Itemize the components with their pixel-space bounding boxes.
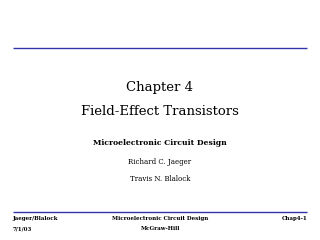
Text: Microelectronic Circuit Design: Microelectronic Circuit Design xyxy=(93,139,227,147)
Text: Richard C. Jaeger: Richard C. Jaeger xyxy=(128,158,192,166)
Text: Travis N. Blalock: Travis N. Blalock xyxy=(130,175,190,183)
Text: Chapter 4: Chapter 4 xyxy=(126,81,194,94)
Text: 7/1/03: 7/1/03 xyxy=(13,226,32,231)
Text: McGraw-Hill: McGraw-Hill xyxy=(140,226,180,231)
Text: Chap4-1: Chap4-1 xyxy=(282,216,307,222)
Text: Jaeger/Blalock: Jaeger/Blalock xyxy=(13,216,58,222)
Text: Field-Effect Transistors: Field-Effect Transistors xyxy=(81,105,239,118)
Text: Microelectronic Circuit Design: Microelectronic Circuit Design xyxy=(112,216,208,222)
